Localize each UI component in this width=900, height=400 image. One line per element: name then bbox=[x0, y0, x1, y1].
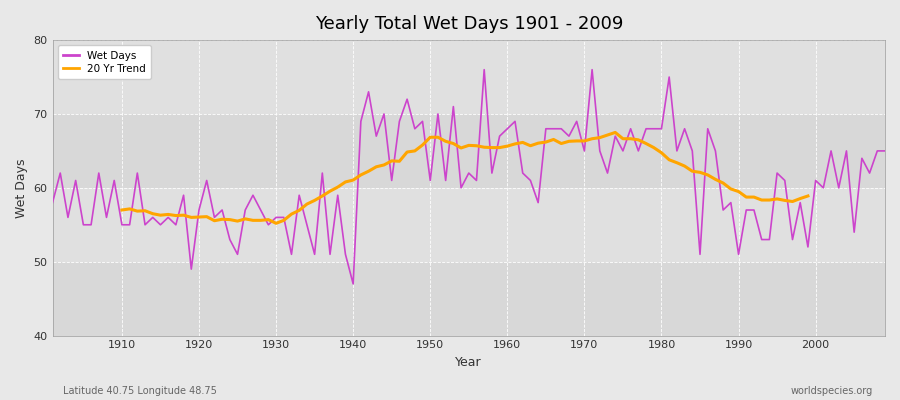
Line: 20 Yr Trend: 20 Yr Trend bbox=[122, 132, 808, 223]
Bar bbox=[52, 262, 885, 336]
20 Yr Trend bbox=[803, 194, 814, 198]
Line: Wet Days: Wet Days bbox=[52, 70, 885, 284]
Wet Days bbox=[347, 282, 358, 286]
20 Yr Trend bbox=[610, 130, 621, 135]
Wet Days bbox=[518, 171, 528, 176]
20 Yr Trend bbox=[788, 199, 798, 204]
Wet Days bbox=[109, 178, 120, 183]
X-axis label: Year: Year bbox=[455, 356, 482, 369]
Title: Yearly Total Wet Days 1901 - 2009: Yearly Total Wet Days 1901 - 2009 bbox=[315, 15, 623, 33]
20 Yr Trend bbox=[209, 218, 220, 223]
20 Yr Trend bbox=[702, 172, 713, 177]
Text: worldspecies.org: worldspecies.org bbox=[791, 386, 873, 396]
Text: Latitude 40.75 Longitude 48.75: Latitude 40.75 Longitude 48.75 bbox=[63, 386, 217, 396]
Wet Days bbox=[479, 67, 490, 72]
Wet Days bbox=[879, 148, 890, 153]
20 Yr Trend bbox=[602, 133, 613, 138]
Bar bbox=[52, 40, 885, 114]
Legend: Wet Days, 20 Yr Trend: Wet Days, 20 Yr Trend bbox=[58, 45, 151, 79]
Y-axis label: Wet Days: Wet Days bbox=[15, 158, 28, 218]
Wet Days bbox=[325, 252, 336, 257]
20 Yr Trend bbox=[717, 181, 728, 186]
Bar bbox=[52, 114, 885, 188]
Wet Days bbox=[278, 215, 289, 220]
20 Yr Trend bbox=[271, 221, 282, 226]
20 Yr Trend bbox=[332, 185, 343, 190]
Bar bbox=[52, 188, 885, 262]
20 Yr Trend bbox=[116, 208, 127, 212]
Wet Days bbox=[610, 134, 621, 138]
Wet Days bbox=[47, 200, 58, 205]
Wet Days bbox=[509, 119, 520, 124]
